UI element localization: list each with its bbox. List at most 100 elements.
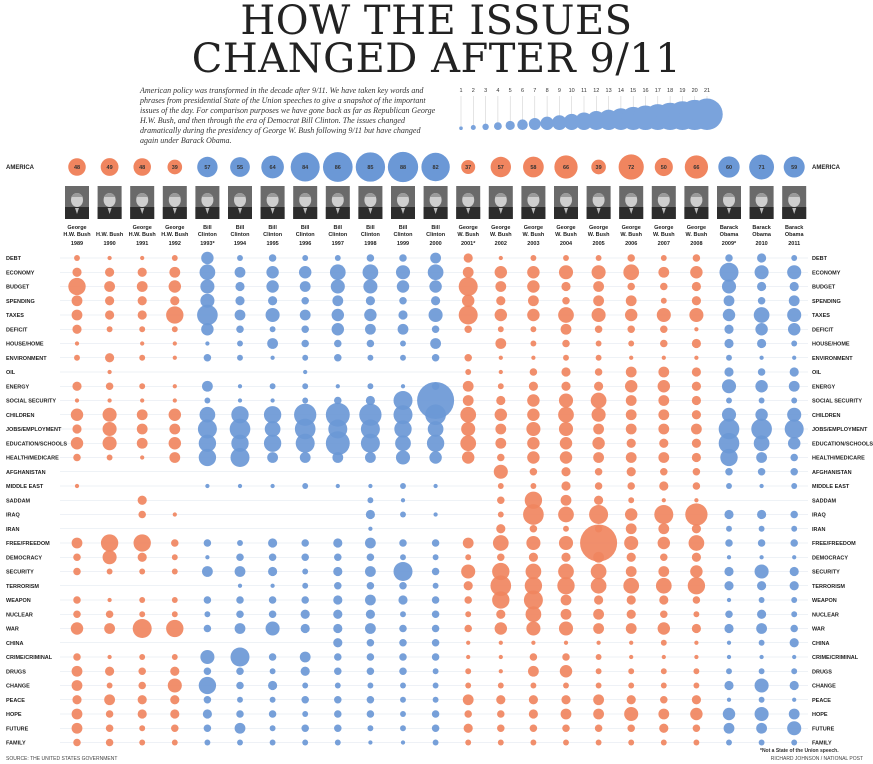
issue-bubble (558, 506, 574, 523)
issue-bubble (659, 438, 669, 448)
president-portrait (619, 186, 644, 219)
issue-bubble (334, 353, 342, 362)
scale-label: 3 (484, 88, 487, 94)
issue-bubble (237, 540, 243, 546)
issue-bubble (660, 668, 667, 675)
issue-bubble (625, 295, 637, 307)
year-label: 1993* (200, 241, 215, 247)
issue-bubble (629, 654, 634, 660)
issue-bubble (268, 296, 278, 306)
president-last-name: W. Bush (490, 232, 512, 238)
president-portrait (358, 186, 383, 219)
issue-bubble (269, 725, 276, 732)
issue-label-right: BUDGET (812, 285, 836, 291)
issue-bubble (334, 724, 342, 733)
issue-label-left: ENVIRONMENT (6, 356, 47, 362)
issue-bubble (237, 384, 243, 389)
issue-bubble (496, 695, 506, 705)
issue-bubble (527, 451, 540, 464)
issue-bubble (524, 577, 543, 595)
issue-bubble (270, 398, 275, 403)
issue-bubble (203, 596, 212, 604)
issue-bubble (498, 255, 503, 261)
issue-bubble (171, 326, 178, 333)
issue-bubble (137, 267, 147, 277)
issue-bubble (106, 454, 113, 461)
issue-bubble (723, 295, 735, 307)
issue-bubble (394, 420, 412, 438)
issue-bubble (299, 281, 311, 292)
issue-bubble (658, 423, 670, 435)
issue-bubble (137, 695, 147, 705)
issue-label-left: PEACE (6, 698, 25, 704)
issue-bubble (464, 325, 472, 334)
issue-bubble (496, 524, 506, 534)
year-label: 1996 (299, 241, 311, 247)
president-first-name: George (491, 225, 510, 231)
issue-bubble (366, 254, 375, 262)
issue-bubble (431, 539, 440, 547)
issue-bubble (758, 739, 765, 746)
issue-bubble (300, 609, 310, 619)
issue-bubble (755, 323, 768, 336)
issue-bubble (691, 281, 701, 292)
issue-bubble (658, 523, 670, 535)
issue-label-right: CHILDREN (812, 413, 840, 419)
issue-bubble (625, 523, 637, 535)
issue-bubble (787, 323, 801, 336)
issue-bubble (496, 609, 506, 619)
issue-bubble (229, 418, 251, 440)
issue-bubble (627, 724, 635, 733)
president-last-name: Obama (720, 232, 740, 238)
issue-bubble (497, 326, 504, 333)
issue-bubble (368, 740, 373, 745)
issue-bubble (594, 724, 603, 733)
issue-label-right: SECURITY (812, 570, 840, 576)
scale-label: 14 (618, 88, 624, 94)
issue-bubble (366, 339, 375, 348)
issue-bubble (753, 435, 770, 452)
issue-label-right: PEACE (812, 698, 831, 704)
issue-bubble (237, 398, 243, 403)
issue-bubble (465, 682, 472, 689)
issue-bubble (105, 610, 114, 619)
scale-bubble (470, 125, 476, 130)
issue-bubble (431, 653, 440, 661)
issue-bubble (757, 338, 767, 349)
issue-label-right: SADDAM (812, 498, 837, 504)
issue-label-right: SPENDING (812, 299, 841, 305)
portrait-collar (75, 208, 79, 214)
issue-bubble (719, 262, 739, 282)
issue-bubble (139, 354, 146, 361)
issue-bubble (73, 596, 81, 604)
issue-bubble (530, 739, 537, 746)
president-portrait (488, 186, 513, 219)
issue-label-right: SOCIAL SECURITY (812, 399, 862, 405)
president-first-name: Bill (268, 225, 277, 231)
issue-bubble (133, 534, 151, 552)
issue-bubble (562, 339, 570, 348)
issue-bubble (595, 682, 602, 689)
scale-label: 2 (472, 88, 475, 94)
issue-bubble (754, 564, 769, 579)
issue-bubble (726, 597, 732, 603)
issue-bubble (562, 724, 570, 733)
issue-bubble (366, 553, 375, 562)
portrait-hair (755, 193, 768, 197)
issue-bubble (660, 639, 667, 646)
issue-bubble (237, 583, 243, 588)
issue-bubble (237, 696, 243, 703)
issue-bubble (726, 654, 732, 660)
issue-bubble (593, 623, 604, 634)
scale-bubble (459, 126, 463, 130)
issue-bubble (398, 310, 408, 320)
issue-bubble (627, 482, 635, 490)
america-count: 72 (628, 165, 634, 171)
issue-bubble (691, 423, 702, 435)
issue-bubble (691, 524, 701, 534)
issue-bubble (563, 640, 569, 645)
issue-bubble (197, 304, 218, 326)
issue-bubble (137, 310, 147, 320)
issue-bubble (492, 535, 509, 551)
issue-bubble (432, 554, 439, 561)
